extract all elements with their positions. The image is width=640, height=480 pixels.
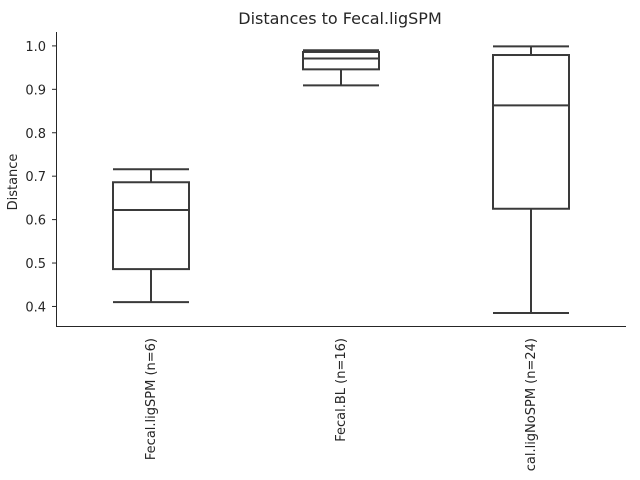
x-tick-label: Fecal.ligSPM (n=6) (144, 338, 159, 460)
y-tick-label: 0.9 (25, 83, 46, 98)
y-tick-label: 0.6 (25, 214, 46, 229)
chart-title: Distances to Fecal.ligSPM (238, 9, 442, 28)
y-tick-label: 0.7 (25, 170, 46, 185)
y-axis-label: Distance (6, 154, 21, 211)
box-group (492, 45, 570, 314)
box-series (112, 45, 570, 314)
box-group (112, 168, 190, 304)
x-tick-label: Fecal.BL (n=16) (334, 338, 349, 442)
iqr-box (112, 181, 190, 271)
box-group (302, 49, 380, 87)
y-tick-label: 0.5 (25, 257, 46, 272)
x-axis-ticks: Fecal.ligSPM (n=6) Fecal.BL (n=16) cal.lig… (144, 338, 539, 471)
y-tick-label: 1.0 (25, 40, 46, 55)
x-tick-label: cal.ligNoSPM (n=24) (524, 338, 539, 471)
y-tick-label: 0.8 (25, 127, 46, 142)
iqr-box (492, 54, 570, 210)
y-tick-label: 0.4 (25, 300, 46, 315)
iqr-box (302, 50, 380, 71)
y-axis-ticks: 0.4 0.5 0.6 0.7 0.8 0.9 1.0 (25, 40, 56, 315)
